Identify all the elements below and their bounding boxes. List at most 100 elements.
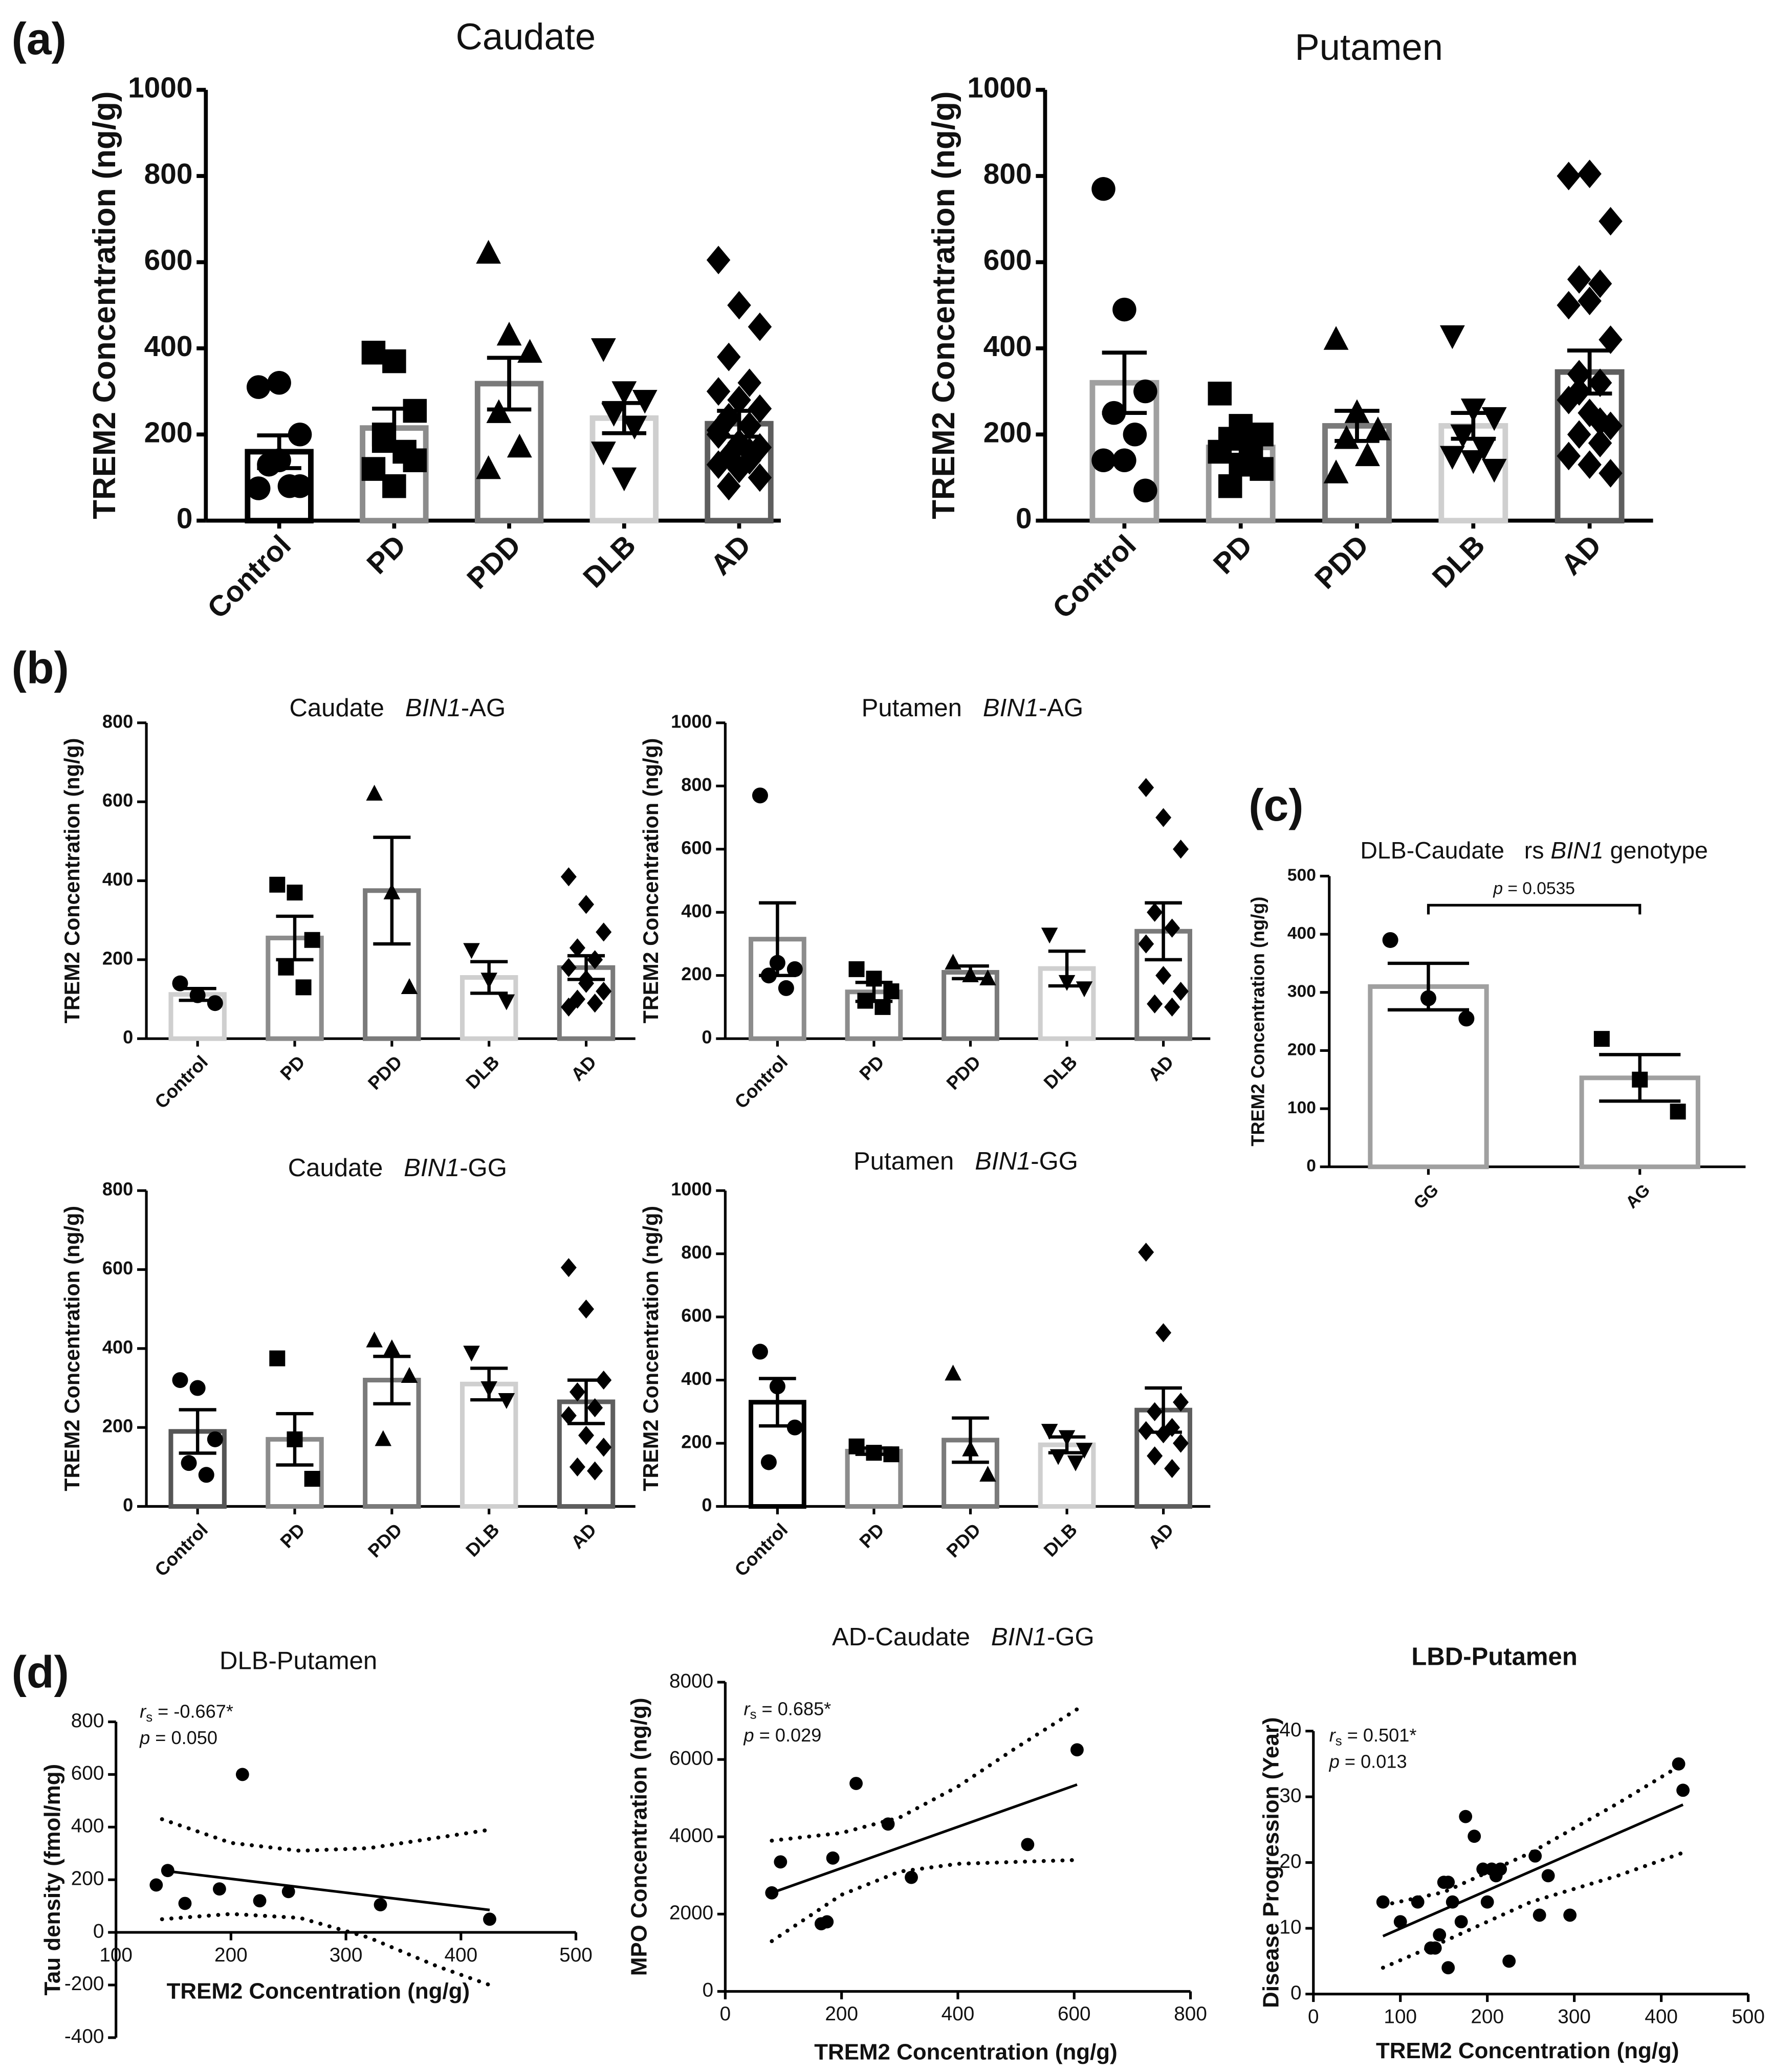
- x-tick-label: PDD: [364, 1051, 406, 1094]
- y-tick-label: 200: [102, 1416, 133, 1437]
- x-tick-label: DLB: [1427, 529, 1492, 594]
- r-subscript: s: [146, 1710, 152, 1725]
- significance-bracket: [1427, 903, 1641, 915]
- y-tick-label: 200: [681, 963, 712, 984]
- data-point: [786, 961, 803, 977]
- x-tick-label: PD: [855, 1519, 888, 1552]
- data-point: [849, 1777, 863, 1790]
- p-symbol: p: [1329, 1751, 1340, 1772]
- x-tick-label: AD: [1144, 1051, 1178, 1085]
- r-subscript: s: [750, 1707, 757, 1722]
- title-part: -GG: [459, 1154, 507, 1182]
- title-part: DLB-Caudate rs: [1360, 837, 1550, 864]
- data-point: [1578, 286, 1602, 316]
- data-point: [1441, 1961, 1455, 1975]
- data-point: [737, 411, 761, 440]
- data-point: [905, 1870, 918, 1884]
- data-point: [1147, 1402, 1163, 1421]
- x-tick-label: AD: [567, 1519, 601, 1553]
- y-tick-label: 8000: [669, 1670, 713, 1692]
- y-tick-label: 400: [983, 330, 1032, 363]
- y-tick-label: 400: [1287, 924, 1316, 943]
- p-statistic: p = 0.013: [1329, 1751, 1407, 1772]
- data-point: [1588, 407, 1612, 436]
- chart-title: Caudate: [456, 17, 596, 58]
- y-axis-label: TREM2 Concentration (ng/g): [60, 738, 84, 1024]
- data-point: [507, 433, 532, 458]
- data-point: [1471, 437, 1497, 461]
- data-point: [1147, 994, 1163, 1013]
- data-point: [149, 1878, 163, 1892]
- data-point: [1323, 326, 1349, 350]
- p-symbol: p: [1493, 879, 1503, 898]
- data-point: [288, 474, 312, 498]
- data-points: [1091, 177, 1157, 502]
- data-point: [295, 979, 312, 996]
- title-part: BIN1: [404, 1154, 459, 1182]
- data-point: [287, 885, 303, 901]
- data-point: [278, 959, 294, 976]
- r-statistic: rs = 0.685*: [744, 1698, 831, 1722]
- data-point: [1091, 177, 1115, 201]
- y-tick-label: 2000: [669, 1902, 713, 1924]
- y-tick-label: 600: [71, 1762, 104, 1784]
- data-point: [1494, 1862, 1507, 1876]
- data-points: [269, 876, 320, 996]
- chart-title: Caudate BIN1-GG: [288, 1154, 507, 1182]
- x-tick-label: 300: [1558, 2005, 1591, 2027]
- error-bar: [1048, 1435, 1086, 1454]
- x-tick-label: PD: [855, 1051, 888, 1085]
- data-point: [706, 450, 731, 479]
- y-axis-label: TREM2 Concentration (ng/g): [926, 91, 961, 519]
- data-point: [212, 1882, 226, 1896]
- data-point: [401, 1367, 418, 1383]
- y-tick-label: 800: [102, 1179, 133, 1200]
- data-point: [235, 1768, 249, 1781]
- data-point: [706, 246, 731, 275]
- y-tick-label: 40: [1279, 1719, 1301, 1741]
- chart-title: Putamen BIN1-AG: [862, 694, 1084, 722]
- x-tick-label: DLB: [1039, 1051, 1081, 1093]
- data-point: [1155, 1323, 1172, 1342]
- data-point: [601, 403, 626, 427]
- y-tick-label: 0: [703, 1979, 714, 2001]
- data-point: [578, 1426, 595, 1445]
- data-point: [161, 1864, 174, 1878]
- p-statistic: p = 0.029: [743, 1724, 822, 1745]
- p-statistic: p = 0.050: [139, 1727, 217, 1748]
- y-tick-label: 800: [983, 158, 1032, 190]
- data-point: [1446, 1895, 1459, 1909]
- title-part: -GG: [1047, 1623, 1095, 1651]
- x-tick-label: DLB: [462, 1051, 504, 1093]
- error-bar: [1387, 961, 1470, 1012]
- data-points: [1439, 325, 1507, 483]
- data-point: [560, 997, 577, 1017]
- p-text: = 0.029: [754, 1724, 822, 1745]
- y-tick-label: 400: [144, 330, 193, 363]
- title-part: -GG: [1031, 1148, 1078, 1175]
- title-part: Caudate: [288, 1154, 404, 1182]
- bar: [942, 970, 999, 1041]
- error-bar: [179, 1408, 216, 1455]
- data-point: [979, 1465, 996, 1482]
- y-tick-label: 200: [983, 416, 1032, 449]
- x-tick-label: 200: [214, 1944, 248, 1966]
- title-part: BIN1: [1550, 837, 1603, 864]
- data-point: [366, 784, 383, 801]
- data-point: [752, 787, 768, 804]
- x-tick-label: PD: [276, 1051, 309, 1085]
- data-point: [1433, 1928, 1447, 1942]
- regression-line: [162, 1869, 490, 1911]
- error-bar: [717, 409, 761, 439]
- error-bar: [855, 1446, 893, 1456]
- data-point: [1593, 1031, 1610, 1047]
- data-point: [403, 399, 427, 423]
- data-point: [590, 338, 616, 362]
- x-tick-label: Control: [202, 529, 297, 625]
- x-tick-label: 0: [1308, 2005, 1319, 2027]
- y-tick-label: -200: [64, 1973, 104, 1995]
- x-tick-label: PDD: [942, 1519, 984, 1561]
- y-tick-label: 400: [71, 1815, 104, 1837]
- data-point: [569, 1382, 585, 1402]
